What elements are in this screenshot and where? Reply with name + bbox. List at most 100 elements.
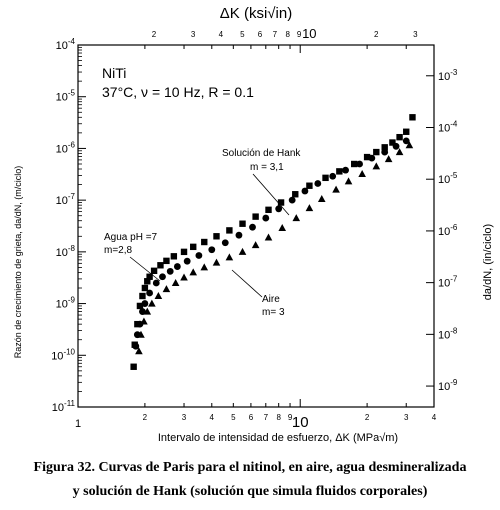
x-minor-tick-label: 6 [249,413,254,422]
x-major-tick-label: 10 [292,414,309,431]
x-major-tick-label: 1 [75,418,81,430]
data-point-circle [139,308,146,315]
data-point-circle [392,142,400,150]
data-point-square [213,233,220,240]
y-left-tick-label: 10-8 [56,244,76,259]
annotation-hank-slope: m = 3,1 [250,162,284,173]
top-tick-label: 2 [374,30,379,39]
data-point-triangle [140,317,148,325]
x-minor-tick-label: 3 [404,413,409,422]
data-point-triangle [143,307,152,315]
data-point-triangle [180,273,188,281]
data-point-square [180,248,188,256]
x-minor-tick-label: 3 [182,413,187,422]
data-point-triangle [171,278,180,286]
data-point-circle [368,154,376,162]
data-point-square [363,153,371,161]
data-point-triangle [384,155,393,163]
data-point-square [292,191,299,198]
data-point-square [277,199,285,206]
data-point-square [141,284,149,292]
data-point-triangle [225,253,234,261]
data-point-square [381,144,388,151]
y-right-tick-label: 10-3 [438,68,458,83]
annotation-hank: Solución de Hank [222,148,301,159]
annotation-agua-leader [129,256,161,282]
data-point-triangle [135,347,143,355]
data-point-triangle [148,299,156,307]
data-point-square [144,278,151,285]
data-point-square [403,128,410,135]
data-point-triangle [238,247,247,255]
x-minor-tick-label: 4 [210,413,215,422]
data-point-square [150,267,158,275]
data-point-circle [173,263,181,270]
data-point-circle [249,223,256,231]
x-minor-tick-label: 7 [264,413,269,422]
top-tick-label: 10 [302,26,316,41]
data-point-square [139,292,146,300]
y-axis-label-left: Razón de crecimiento de grieta, da/dN, (… [13,166,23,359]
annotation-aire: Aire [262,294,280,305]
data-point-triangle [358,170,366,178]
data-point-square [136,302,144,310]
top-tick-label: 3 [413,30,418,39]
data-point-circle [356,160,363,168]
data-point-square [265,206,272,214]
data-point-circle [314,180,322,187]
annotation-hank-leader [252,173,290,216]
data-point-triangle [162,285,171,293]
x-minor-tick-label: 2 [143,413,148,422]
data-point-circle [288,196,296,204]
data-point-square [306,182,313,189]
data-point-circle [342,166,349,174]
x-minor-tick-label: 9 [288,413,293,422]
data-point-circle [152,279,160,287]
y-left-tick-label: 10-9 [56,296,76,311]
data-point-triangle [344,177,353,185]
data-point-circle [221,239,229,247]
y-left-tick-label: 10-7 [56,192,76,207]
y-left-tick-label: 10-10 [51,347,75,362]
data-point-circle [381,148,389,156]
data-point-triangle [317,195,326,203]
y-left-tick-label: 10-6 [56,140,76,155]
data-point-triangle [278,223,287,231]
data-point-triangle [200,263,209,271]
top-tick-label: 3 [191,30,196,39]
inset-material: NiTi [102,65,126,81]
data-point-triangle [137,330,145,338]
data-point-square [351,160,358,168]
data-point-square [201,238,208,246]
y-left-tick-label: 10-11 [52,399,76,414]
data-point-circle [262,214,270,222]
data-point-triangle [212,258,221,266]
data-point-square [163,257,170,265]
data-point-triangle [372,162,381,170]
annotation-agua-slope: m=2,8 [104,245,133,256]
data-point-circle [146,289,154,297]
data-point-circle [402,137,410,145]
y-right-tick-label: 10-6 [438,223,458,238]
annotation-aire-leader [231,269,263,298]
data-point-circle [235,231,243,239]
data-point-triangle [405,141,414,149]
data-point-square [396,133,403,141]
data-point-square [157,262,164,269]
data-point-triangle [189,268,198,276]
inset-conditions: 37°C, ν = 10 Hz, R = 0.1 [102,84,254,100]
y-left-tick-label: 10-4 [56,37,76,52]
y-axis-label-right: da/dN, (in/ciclo) [482,224,494,300]
top-tick-label: 4 [219,30,224,39]
data-point-triangle [305,204,314,212]
top-tick-label: 7 [273,30,278,39]
data-point-circle [159,273,166,281]
y-right-tick-label: 10-4 [438,119,458,134]
top-tick-label: 9 [297,30,302,39]
data-point-square [170,253,178,260]
data-point-square [409,114,416,121]
data-point-square [226,227,233,234]
y-right-tick-label: 10-5 [438,171,458,186]
data-point-square [190,243,197,251]
data-point-triangle [395,148,404,156]
